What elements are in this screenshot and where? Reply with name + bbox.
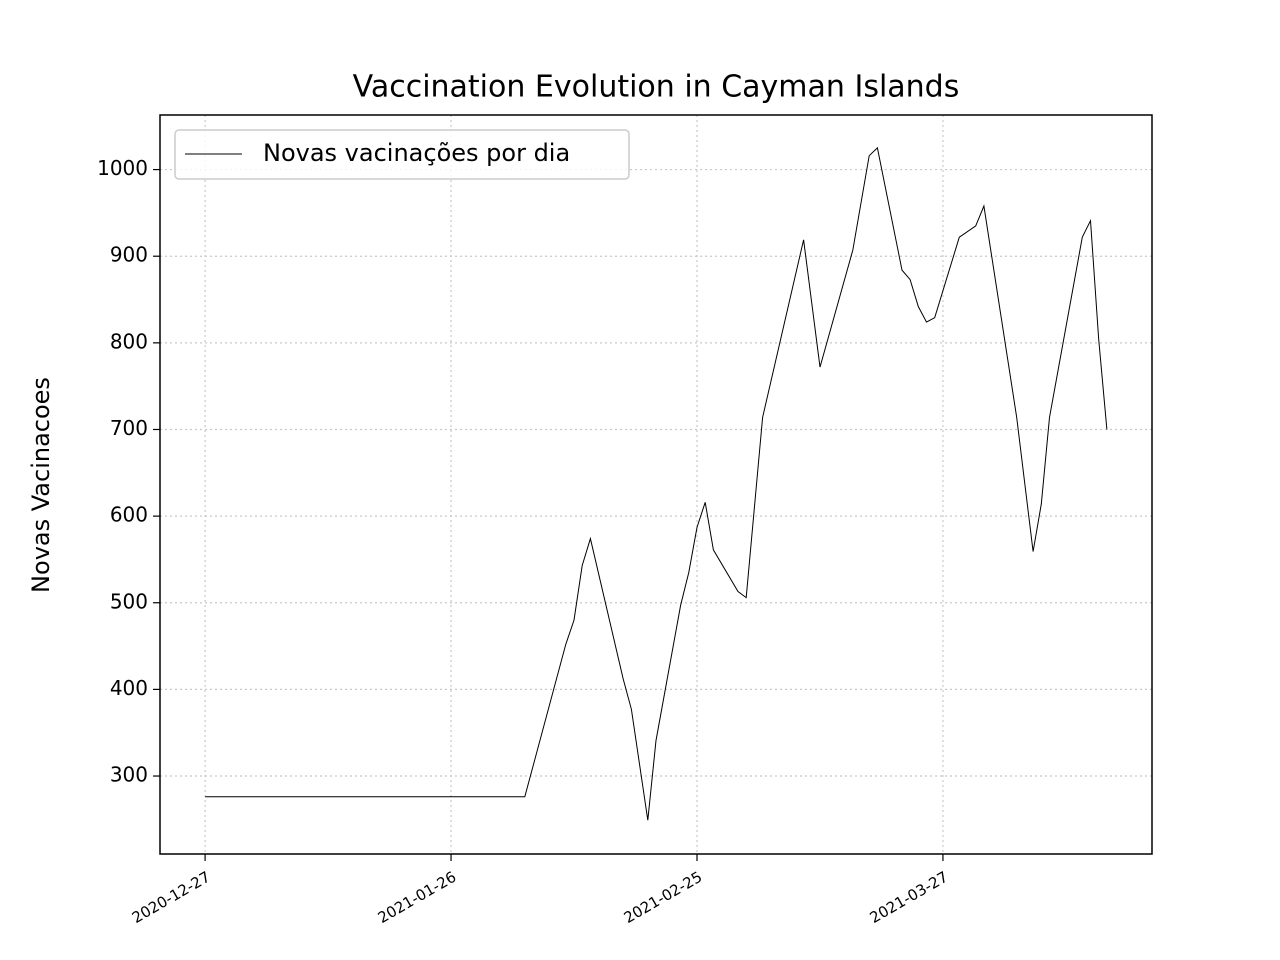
y-axis-label: Novas Vacinacoes — [27, 377, 55, 593]
y-tick-label: 600 — [110, 503, 148, 527]
x-tick-label: 2021-02-25 — [621, 868, 706, 927]
x-tick-label: 2020-12-27 — [129, 868, 214, 927]
y-tick-label: 700 — [110, 416, 148, 440]
y-tick-label: 300 — [110, 763, 148, 787]
legend-box — [174, 129, 630, 180]
y-tick-label: 500 — [110, 589, 148, 613]
y-tick-label: 1000 — [97, 156, 148, 180]
chart-title: Vaccination Evolution in Cayman Islands — [353, 70, 960, 105]
data-line — [205, 146, 1108, 821]
plot-frame — [159, 114, 1153, 855]
x-tick-label: 2021-01-26 — [375, 868, 460, 927]
x-axis-label: Data — [627, 957, 684, 960]
y-tick-label: 800 — [110, 329, 148, 353]
x-tick-label: 2021-03-27 — [867, 868, 952, 927]
legend-label: Novas vacinações por dia — [263, 139, 570, 167]
y-tick-label: 900 — [110, 243, 148, 267]
y-tick-label: 400 — [110, 676, 148, 700]
